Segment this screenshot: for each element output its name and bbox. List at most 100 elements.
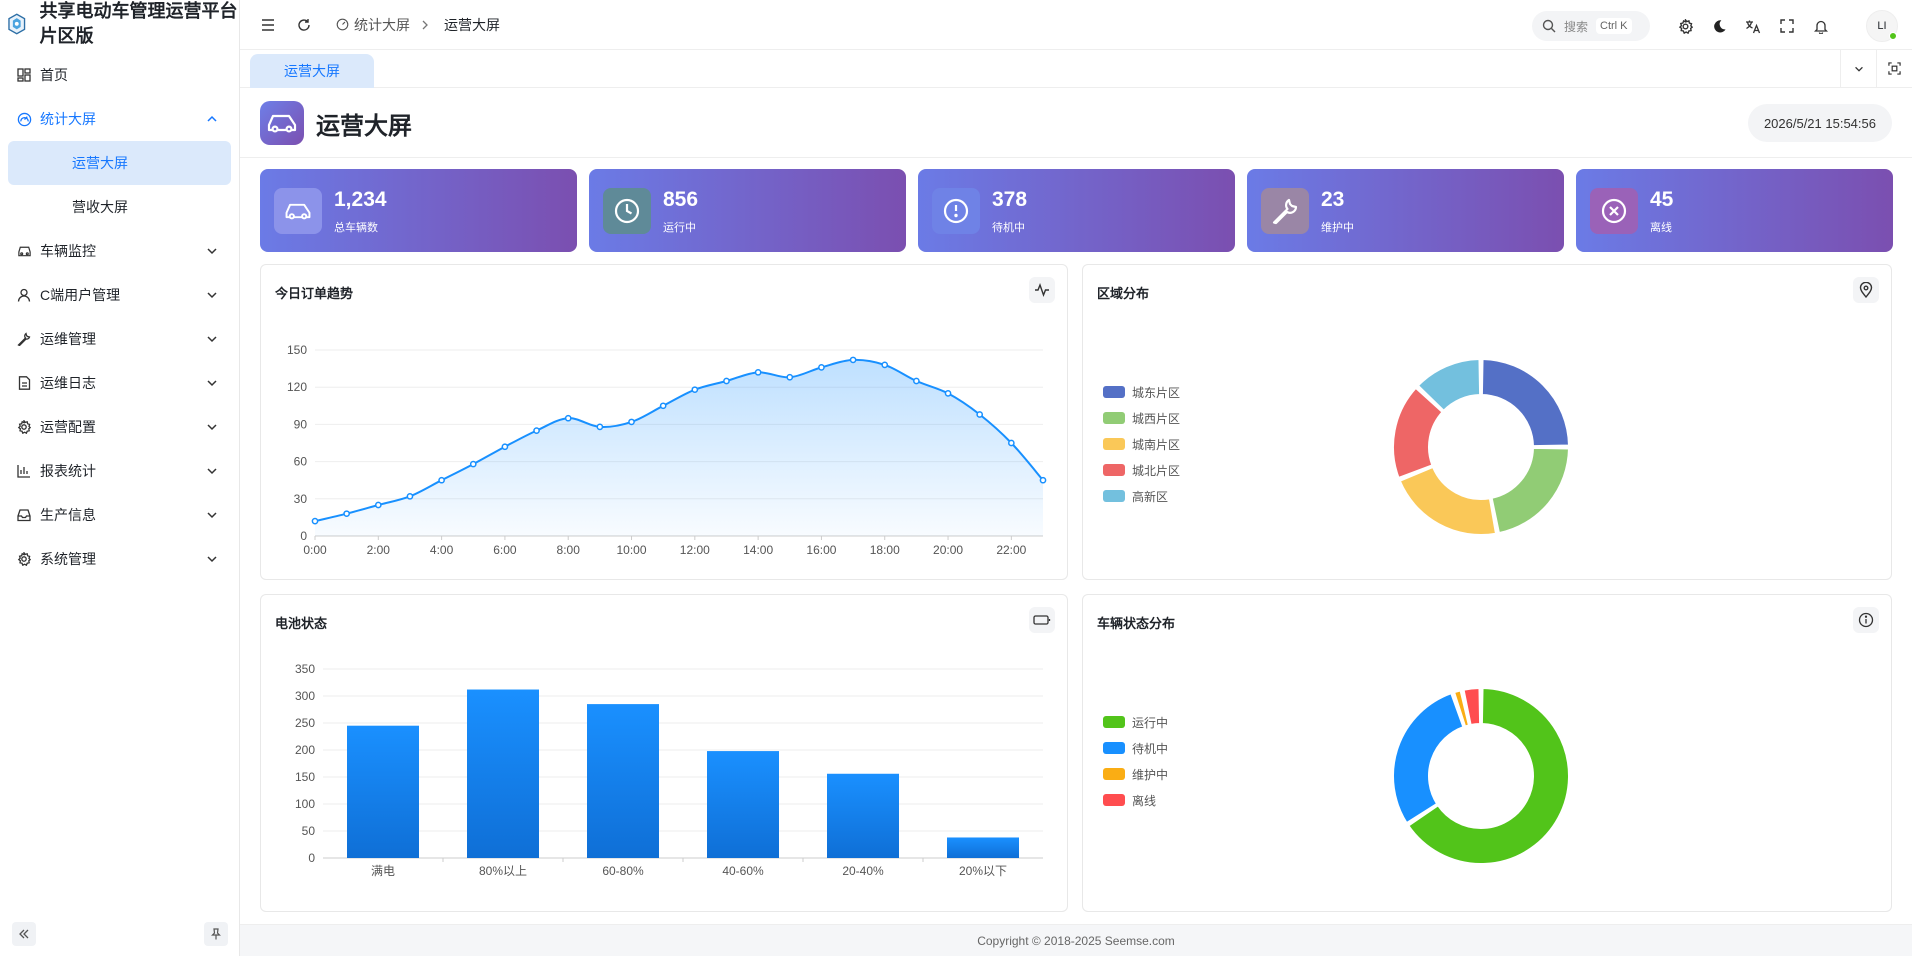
language-button[interactable]	[1741, 14, 1765, 38]
sidebar-item-label: 运维管理	[40, 331, 96, 347]
sidebar-item-c-user-management[interactable]: C端用户管理	[0, 273, 239, 317]
y-tick-label: 0	[300, 529, 307, 543]
info-icon	[932, 187, 980, 234]
legend-item[interactable]: 维护中	[1103, 761, 1168, 787]
stat-label: 离线	[1650, 221, 1672, 234]
card-action-button[interactable]	[1029, 277, 1055, 303]
theme-toggle-button[interactable]	[1707, 14, 1731, 38]
battery-card: 电池状态 0 50 100 150 200 250 300 350 满电 80%以上 60-80% 4…	[260, 594, 1068, 912]
legend-item[interactable]: 高新区	[1103, 483, 1180, 509]
menu-toggle-button[interactable]	[256, 13, 280, 37]
chevron-right-icon	[420, 17, 430, 33]
legend-item[interactable]: 城西片区	[1103, 405, 1180, 431]
legend-label: 城东片区	[1132, 385, 1181, 400]
x-tick-label: 22:00	[996, 543, 1026, 557]
area-fill	[315, 359, 1043, 536]
y-tick-label: 150	[295, 770, 315, 784]
sidebar-footer	[0, 916, 240, 956]
pie-slice	[1490, 446, 1570, 535]
double-chevron-left-icon	[19, 929, 29, 939]
stat-label: 待机中	[992, 221, 1025, 234]
y-tick-label: 200	[295, 743, 315, 757]
sidebar-item-stats-screen[interactable]: 统计大屏	[0, 97, 239, 141]
stat-card-total[interactable]: 1,234 总车辆数	[260, 169, 577, 252]
x-tick-label: 2:00	[367, 543, 391, 557]
legend-item[interactable]: 城东片区	[1103, 379, 1180, 405]
copyright-text: Copyright © 2018-2025 Seemse.com	[977, 933, 1175, 948]
sidebar-item-production-info[interactable]: 生产信息	[0, 493, 239, 537]
sidebar-item-maintenance[interactable]: 运维管理	[0, 317, 239, 361]
info-icon	[1858, 612, 1874, 628]
data-point	[374, 501, 382, 509]
x-tick-label: 8:00	[557, 543, 581, 557]
card-title: 车辆状态分布	[1097, 616, 1176, 631]
legend-item[interactable]: 运行中	[1103, 709, 1168, 735]
notifications-button[interactable]	[1809, 14, 1833, 38]
bar	[347, 725, 419, 858]
moon-icon	[1713, 19, 1726, 32]
sidebar-subitem-ops-screen[interactable]: 运营大屏	[8, 141, 231, 185]
sidebar-item-vehicle-monitor[interactable]: 车辆监控	[0, 229, 239, 273]
battery-icon	[1033, 615, 1051, 625]
x-tick-label: 80%以上	[479, 864, 527, 878]
legend-item[interactable]: 城南片区	[1103, 431, 1180, 457]
stat-card-maintenance[interactable]: 23 维护中	[1247, 169, 1564, 252]
region-legend: 城东片区城西片区 城南片区 城北片区 高新区	[1103, 379, 1180, 509]
data-point	[406, 492, 414, 500]
tab-ops-screen[interactable]: 运营大屏	[250, 54, 374, 88]
collapse-sidebar-button[interactable]	[12, 922, 36, 946]
x-tick-label: 20:00	[933, 543, 963, 557]
pie-slice	[1453, 689, 1470, 728]
main-content: 运营大屏 2026/5/21 15:54:56 1,234 总车辆数 856 运行中…	[240, 88, 1912, 924]
data-point	[754, 368, 762, 376]
card-action-button[interactable]	[1853, 607, 1879, 633]
tab-dropdown-button[interactable]	[1840, 50, 1876, 87]
settings-button[interactable]	[1673, 14, 1697, 38]
avatar[interactable]: LI	[1866, 10, 1898, 42]
y-tick-label: 0	[308, 851, 315, 865]
data-point	[1007, 439, 1015, 447]
pin-sidebar-button[interactable]	[204, 922, 228, 946]
stat-card-standby[interactable]: 378 待机中	[918, 169, 1235, 252]
data-point	[976, 411, 984, 418]
sidebar-subitem-revenue-screen[interactable]: 营收大屏	[72, 199, 128, 215]
sidebar-item-reports[interactable]: 报表统计	[0, 449, 239, 493]
card-title: 区域分布	[1097, 286, 1150, 301]
bar	[947, 837, 1019, 858]
card-title: 今日订单趋势	[275, 286, 354, 301]
sidebar-item-system-management[interactable]: 系统管理	[0, 537, 239, 581]
refresh-icon	[298, 18, 310, 31]
sidebar-item-ops-config[interactable]: 运营配置	[0, 405, 239, 449]
page-header: 运营大屏	[260, 101, 412, 145]
refresh-button[interactable]	[292, 13, 316, 37]
stat-card-running[interactable]: 856 运行中	[589, 169, 906, 252]
legend-item[interactable]: 待机中	[1103, 735, 1168, 761]
card-action-button[interactable]	[1029, 607, 1055, 633]
x-tick-label: 40-60%	[722, 864, 764, 878]
logo-icon	[8, 13, 26, 35]
gear-icon	[16, 551, 32, 567]
fullscreen-button[interactable]	[1775, 14, 1799, 38]
card-action-button[interactable]	[1853, 277, 1879, 303]
stat-card-offline[interactable]: 45 离线	[1576, 169, 1893, 252]
legend-item[interactable]: 离线	[1103, 787, 1168, 813]
breadcrumb-item[interactable]: 统计大屏	[336, 15, 410, 35]
pie-slice	[1392, 692, 1465, 825]
tab-maximize-button[interactable]	[1876, 50, 1912, 87]
breadcrumb-current[interactable]: 运营大屏	[444, 16, 500, 33]
legend-item[interactable]: 城北片区	[1103, 457, 1180, 483]
vehicle-status-legend: 运行中 待机中 维护中 离线	[1103, 709, 1168, 813]
data-point	[691, 386, 699, 394]
sidebar-item-maintenance-log[interactable]: 运维日志	[0, 361, 239, 405]
data-point	[818, 364, 825, 371]
sidebar-item-home[interactable]: 首页	[0, 53, 239, 97]
data-point	[596, 423, 604, 431]
pie-slice	[1398, 465, 1497, 536]
sidebar-menu: 首页 统计大屏 运营大屏 营收大屏 车辆监控 C端用户管理	[0, 53, 239, 581]
x-tick-label: 20%以下	[959, 864, 1007, 878]
wrench-icon	[1261, 187, 1309, 234]
y-tick-label: 300	[295, 689, 315, 703]
chevron-down-icon	[207, 512, 217, 519]
bell-icon	[1814, 20, 1828, 34]
search-button[interactable]: 搜索 Ctrl K	[1532, 11, 1650, 41]
